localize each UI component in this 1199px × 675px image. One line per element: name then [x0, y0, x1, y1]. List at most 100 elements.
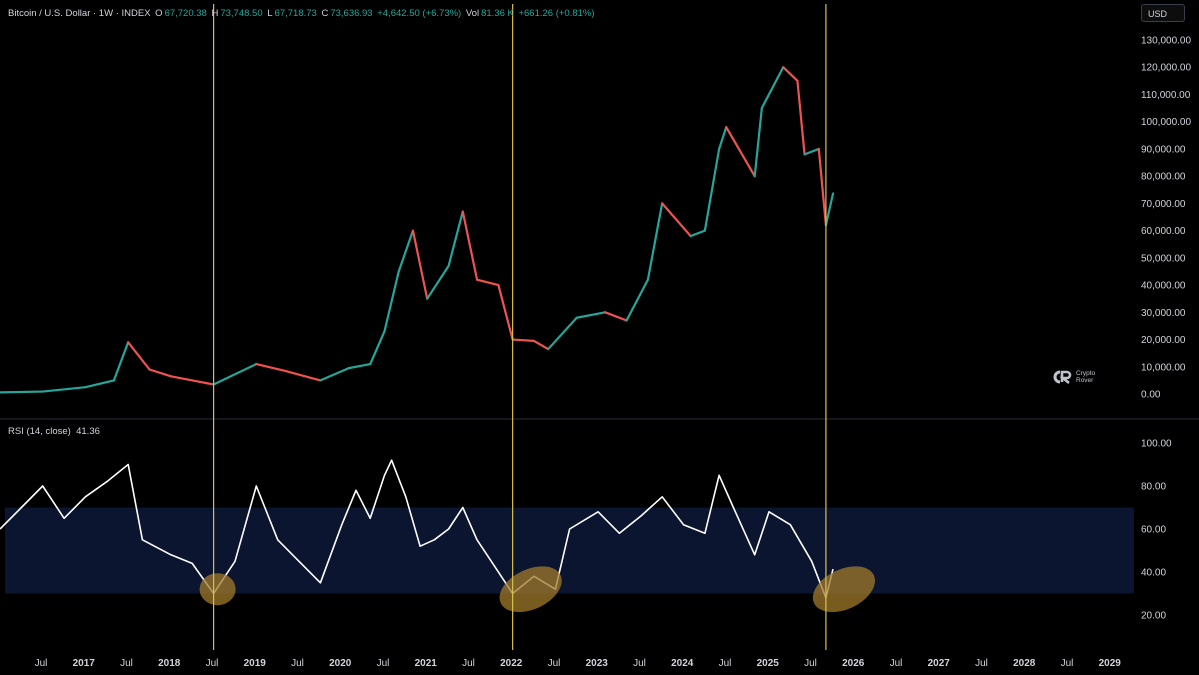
price-y-tick: 10,000.00 [1141, 362, 1186, 373]
logo-line-1: Crypto [1076, 369, 1096, 377]
x-tick-label: Jul [35, 658, 48, 669]
price-segment [461, 210, 479, 281]
price-y-tick: 100,000.00 [1141, 117, 1191, 128]
price-segment [112, 341, 130, 382]
rsi-low-highlight [812, 566, 875, 613]
price-segment [817, 147, 828, 227]
price-segment [0, 390, 44, 394]
x-tick-label: 2018 [158, 658, 181, 669]
price-segment [718, 126, 728, 151]
price-segment [426, 264, 450, 300]
x-tick-label: 2026 [842, 658, 865, 669]
low-label: L [267, 8, 273, 19]
high-label: H [211, 8, 219, 19]
low-value: 67,718.73 [274, 8, 317, 19]
price-segment [319, 367, 350, 382]
x-tick-label: Jul [1061, 658, 1074, 669]
x-axis: Jul 2017 Jul 2018 Jul 2019 Jul 2020 Jul 2021 Jul 20… [35, 658, 1122, 669]
currency-button[interactable]: USD [1141, 4, 1185, 22]
x-tick-label: 2023 [586, 658, 609, 669]
x-tick-label: 2029 [1099, 658, 1122, 669]
x-tick-label: Jul [890, 658, 903, 669]
close-value: 73,636.93 [330, 8, 373, 19]
price-segment [148, 368, 172, 378]
price-y-tick: 20,000.00 [1141, 335, 1186, 346]
price-segment [646, 202, 664, 281]
price-y-tick: 90,000.00 [1141, 144, 1186, 155]
price-segment [169, 375, 208, 385]
price-segment [824, 192, 835, 227]
price-y-tick: 50,000.00 [1141, 253, 1186, 264]
rsi-low-highlight [199, 573, 236, 606]
rsi-header: RSI (14, close) 41.36 [8, 426, 100, 437]
price-segment [575, 311, 607, 319]
rsi-label: RSI (14, close) [8, 426, 71, 437]
chart-header: Bitcoin / U.S. Dollar · 1W · INDEX O 67,7… [8, 8, 597, 19]
price-segment [212, 362, 258, 386]
rsi-line [0, 459, 834, 599]
x-tick-label: Jul [548, 658, 561, 669]
rsi-low-highlights [199, 566, 875, 613]
price-segment [397, 229, 415, 273]
price-segment [497, 283, 514, 341]
price-y-tick: 80,000.00 [1141, 172, 1186, 183]
x-tick-label: 2019 [244, 658, 267, 669]
x-tick-label: Jul [719, 658, 732, 669]
price-y-axis: 130,000.00 120,000.00 110,000.00 100,000.00… [1141, 36, 1191, 401]
x-tick-label: 2025 [757, 658, 780, 669]
x-tick-label: Jul [804, 658, 817, 669]
x-tick-label: Jul [206, 658, 219, 669]
high-value: 73,748.50 [220, 8, 263, 19]
x-tick-label: 2017 [73, 658, 96, 669]
price-segment [205, 382, 215, 386]
price-segment [411, 229, 429, 300]
price-segment [347, 362, 372, 370]
rsi-y-tick: 80.00 [1141, 482, 1166, 493]
rsi-y-tick: 20.00 [1141, 611, 1166, 622]
price-segment [283, 369, 322, 382]
x-tick-label: Jul [975, 658, 988, 669]
crypto-rover-logo-icon [1053, 370, 1072, 384]
price-y-tick: 110,000.00 [1141, 90, 1191, 101]
price-segment [689, 229, 706, 238]
vertical-markers [213, 4, 827, 650]
price-segment [127, 341, 151, 371]
price-segment [475, 278, 500, 287]
price-segment [782, 66, 799, 82]
x-tick-label: Jul [291, 658, 304, 669]
symbol-label: Bitcoin / U.S. Dollar · 1W · INDEX [8, 8, 151, 19]
price-segment [604, 311, 628, 322]
close-label: C [321, 8, 329, 19]
price-segment [369, 330, 386, 366]
open-value: 67,720.38 [164, 8, 207, 19]
x-tick-label: Jul [633, 658, 646, 669]
logo-line-2: Rover [1076, 377, 1094, 384]
price-segment [753, 106, 763, 178]
volume-value: 81.36 K [481, 8, 514, 19]
rsi-y-tick: 100.00 [1141, 439, 1172, 450]
price-segment [760, 66, 785, 110]
price-segment [383, 270, 400, 333]
change-value: +4,642.50 (+6.73%) [377, 8, 462, 19]
price-segment [796, 79, 806, 156]
x-tick-label: Jul [377, 658, 390, 669]
price-segment [84, 379, 116, 389]
price-segment [803, 147, 820, 156]
price-segment [511, 338, 536, 342]
volume-change: +661.26 (+0.81%) [518, 8, 595, 19]
price-segment [725, 126, 756, 178]
rsi-value: 41.36 [76, 426, 100, 437]
price-y-tick: 130,000.00 [1141, 36, 1191, 47]
x-tick-label: 2020 [329, 658, 352, 669]
price-segment [547, 316, 578, 351]
volume-label: Vol [465, 8, 480, 19]
rsi-y-tick: 60.00 [1141, 525, 1166, 536]
x-tick-label: Jul [462, 658, 475, 669]
rsi-y-axis: 100.00 80.00 60.00 40.00 20.00 [1141, 439, 1172, 622]
price-y-tick: 60,000.00 [1141, 226, 1186, 237]
x-tick-label: 2024 [671, 658, 694, 669]
x-tick-label: 2021 [415, 658, 438, 669]
price-series [0, 66, 835, 394]
price-segment [625, 278, 650, 322]
